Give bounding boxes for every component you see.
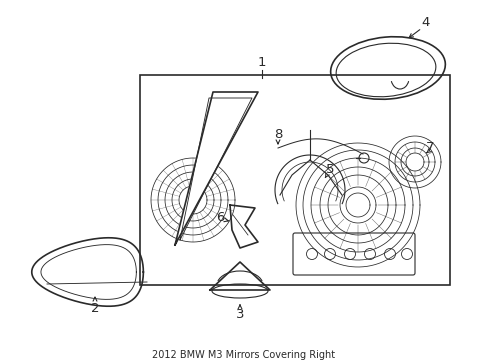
Text: 3: 3 [235,309,244,321]
Text: 2012 BMW M3 Mirrors Covering Right
Diagram for 51168045018: 2012 BMW M3 Mirrors Covering Right Diagr… [152,350,335,360]
Polygon shape [175,92,258,245]
Bar [140,75,449,285]
Text: 2: 2 [91,301,99,315]
Text: 8: 8 [273,129,282,141]
Text: 1: 1 [257,55,265,68]
Text: 7: 7 [425,141,433,154]
Text: 6: 6 [215,211,224,225]
Text: 5: 5 [325,163,334,176]
Text: 4: 4 [421,15,429,28]
